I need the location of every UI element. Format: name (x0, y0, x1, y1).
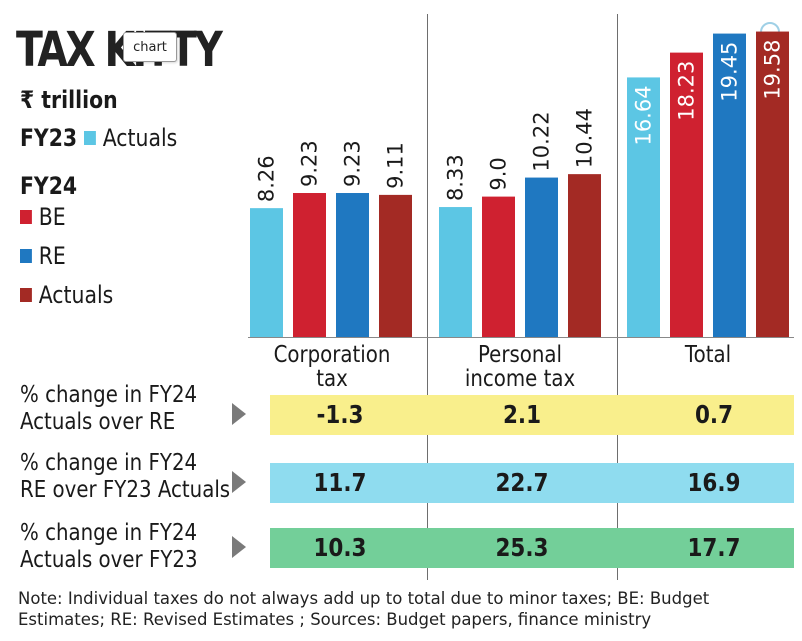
bar-personal-income-tax-fy24-re[interactable] (525, 177, 558, 337)
legend-text: BE (38, 203, 66, 231)
row-label-line: Actuals over RE (20, 409, 176, 435)
pct-cell: 2.1 (502, 400, 542, 429)
pct-cell: 0.7 (694, 400, 734, 429)
pct-cell: 16.9 (687, 468, 741, 497)
category-label-line: Total (684, 342, 732, 368)
row-label-actuals-over-re: % change in FY24 Actuals over RE (20, 382, 197, 436)
footnote: Note: Individual taxes do not always add… (18, 589, 710, 629)
pct-cell: 11.7 (313, 468, 367, 497)
legend-item-fy24-re[interactable]: RE (20, 242, 66, 270)
row-label-line: RE over FY23 Actuals (20, 477, 231, 503)
row-label-re-over-fy23: % change in FY24 RE over FY23 Actuals (20, 450, 230, 504)
arrow-right-icon (232, 536, 246, 558)
divider (427, 14, 428, 580)
category-label-corporation-tax: Corporation tax (268, 343, 397, 391)
row-label-line: Actuals over FY23 (20, 547, 198, 573)
chart-baseline (248, 337, 794, 338)
legend-swatch-fy24-be (20, 210, 32, 224)
bar-personal-income-tax-fy24-be[interactable] (482, 196, 515, 337)
row-label-line: % change in FY24 (20, 382, 198, 408)
chart-title: TAX KITTY (16, 22, 223, 78)
pct-cell: 17.7 (687, 533, 741, 562)
category-label-line: Personal (477, 342, 563, 368)
legend-item-fy24-actuals[interactable]: Actuals (20, 281, 113, 309)
bar-value-label: 9.23 (341, 140, 365, 187)
legend-text: Actuals (102, 124, 178, 152)
category-label-total: Total (644, 343, 773, 367)
legend-item-fy23-actuals[interactable]: Actuals (84, 124, 177, 152)
pct-cell: -1.3 (316, 400, 364, 429)
bar-total-fy24-actuals[interactable] (756, 31, 789, 337)
row-label-actuals-over-fy23: % change in FY24 Actuals over FY23 (20, 520, 198, 574)
bar-corporation-tax-fy24-be[interactable] (293, 193, 326, 337)
row-band-actuals-over-fy23 (270, 528, 794, 568)
legend-item-fy24-be[interactable]: BE (20, 203, 66, 231)
legend-swatch-fy23-actuals (84, 131, 96, 145)
bar-corporation-tax-fy24-actuals[interactable] (379, 194, 412, 337)
bar-value-label: 9.23 (298, 140, 322, 187)
pct-cell: 22.7 (495, 468, 549, 497)
arrow-right-icon (232, 471, 246, 493)
pct-cell: 25.3 (495, 533, 549, 562)
bar-corporation-tax-fy23-actuals[interactable] (250, 208, 283, 337)
row-band-re-over-fy23 (270, 463, 794, 503)
chart-tooltip: chart (123, 32, 177, 62)
bar-value-label: 19.45 (718, 42, 742, 102)
legend-text: Actuals (38, 281, 114, 309)
legend-fy24-label: FY24 (20, 172, 78, 200)
bar-value-label: 8.33 (444, 154, 468, 201)
bar-value-label: 8.26 (255, 155, 279, 202)
pct-cell: 10.3 (313, 533, 367, 562)
bar-value-label: 10.22 (530, 111, 554, 171)
divider (617, 14, 618, 580)
legend-swatch-fy24-actuals (20, 288, 32, 302)
bar-value-label: 9.11 (384, 142, 408, 189)
arrow-right-icon (232, 403, 246, 425)
bar-value-label: 19.58 (761, 40, 785, 100)
category-label-line: tax (316, 366, 348, 392)
row-label-line: % change in FY24 (20, 450, 198, 476)
bar-total-fy24-re[interactable] (713, 33, 746, 337)
category-label-personal-income-tax: Personal income tax (456, 343, 585, 391)
bar-value-label: 10.44 (573, 108, 597, 168)
category-label-line: Corporation (273, 342, 391, 368)
bar-value-label: 18.23 (675, 61, 699, 121)
bar-total-fy23-actuals[interactable] (627, 77, 660, 337)
legend-text: RE (38, 242, 66, 270)
row-label-line: % change in FY24 (20, 520, 198, 546)
category-label-line: income tax (464, 366, 576, 392)
bar-personal-income-tax-fy23-actuals[interactable] (439, 207, 472, 337)
bar-value-label: 16.64 (632, 85, 656, 145)
row-band-actuals-over-re (270, 395, 794, 435)
legend-fy23-label: FY23 (20, 124, 78, 152)
legend-swatch-fy24-re (20, 249, 32, 263)
bar-personal-income-tax-fy24-actuals[interactable] (568, 174, 601, 337)
bar-value-label: 9.0 (487, 157, 511, 190)
bar-corporation-tax-fy24-re[interactable] (336, 193, 369, 337)
unit-label: ₹ trillion (20, 86, 118, 114)
bar-total-fy24-be[interactable] (670, 52, 703, 337)
